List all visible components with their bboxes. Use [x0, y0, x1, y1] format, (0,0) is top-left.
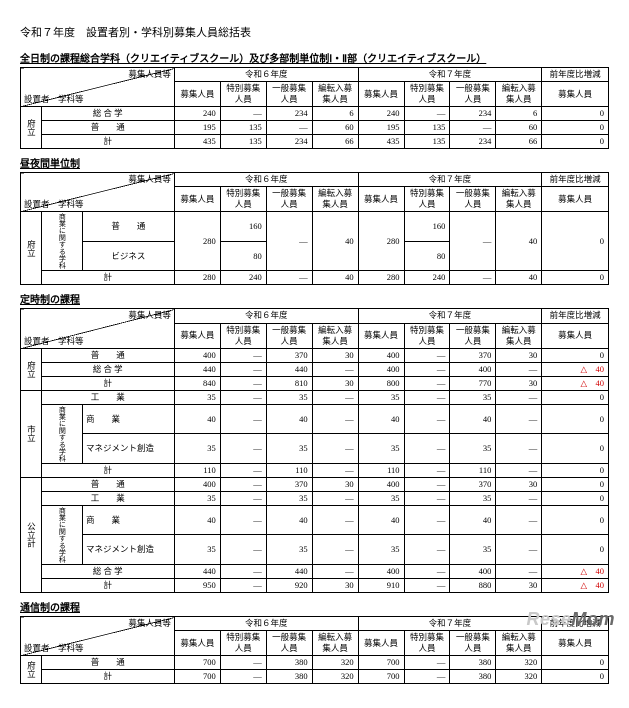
page-title: 令和７年度 設置者別・学科別募集人員総括表 [20, 24, 609, 40]
section2-title: 昼夜間単位制 [20, 155, 609, 170]
section1-title: 全日制の課程総合学科（クリエイティブスクール）及び多部制単位制Ⅰ・Ⅱ部（クリエイ… [20, 50, 609, 65]
table-section4: 募集人員等設置者 学科等 令和６年度令和７年度前年度比増減 募集人員特別募集人員… [20, 616, 609, 684]
table-section1: 募集人員等設置者 学科等 令和６年度令和７年度前年度比増減 募集人員特別募集人員… [20, 67, 609, 149]
section3-title: 定時制の課程 [20, 291, 609, 306]
table-section3: 募集人員等設置者 学科等 令和６年度令和７年度前年度比増減 募集人員特別募集人員… [20, 308, 609, 593]
watermark: ReseMom [526, 609, 615, 630]
section4-title: 通信制の課程 [20, 599, 609, 614]
table-section2: 募集人員等設置者 学科等 令和６年度令和７年度前年度比増減 募集人員特別募集人員… [20, 172, 609, 285]
